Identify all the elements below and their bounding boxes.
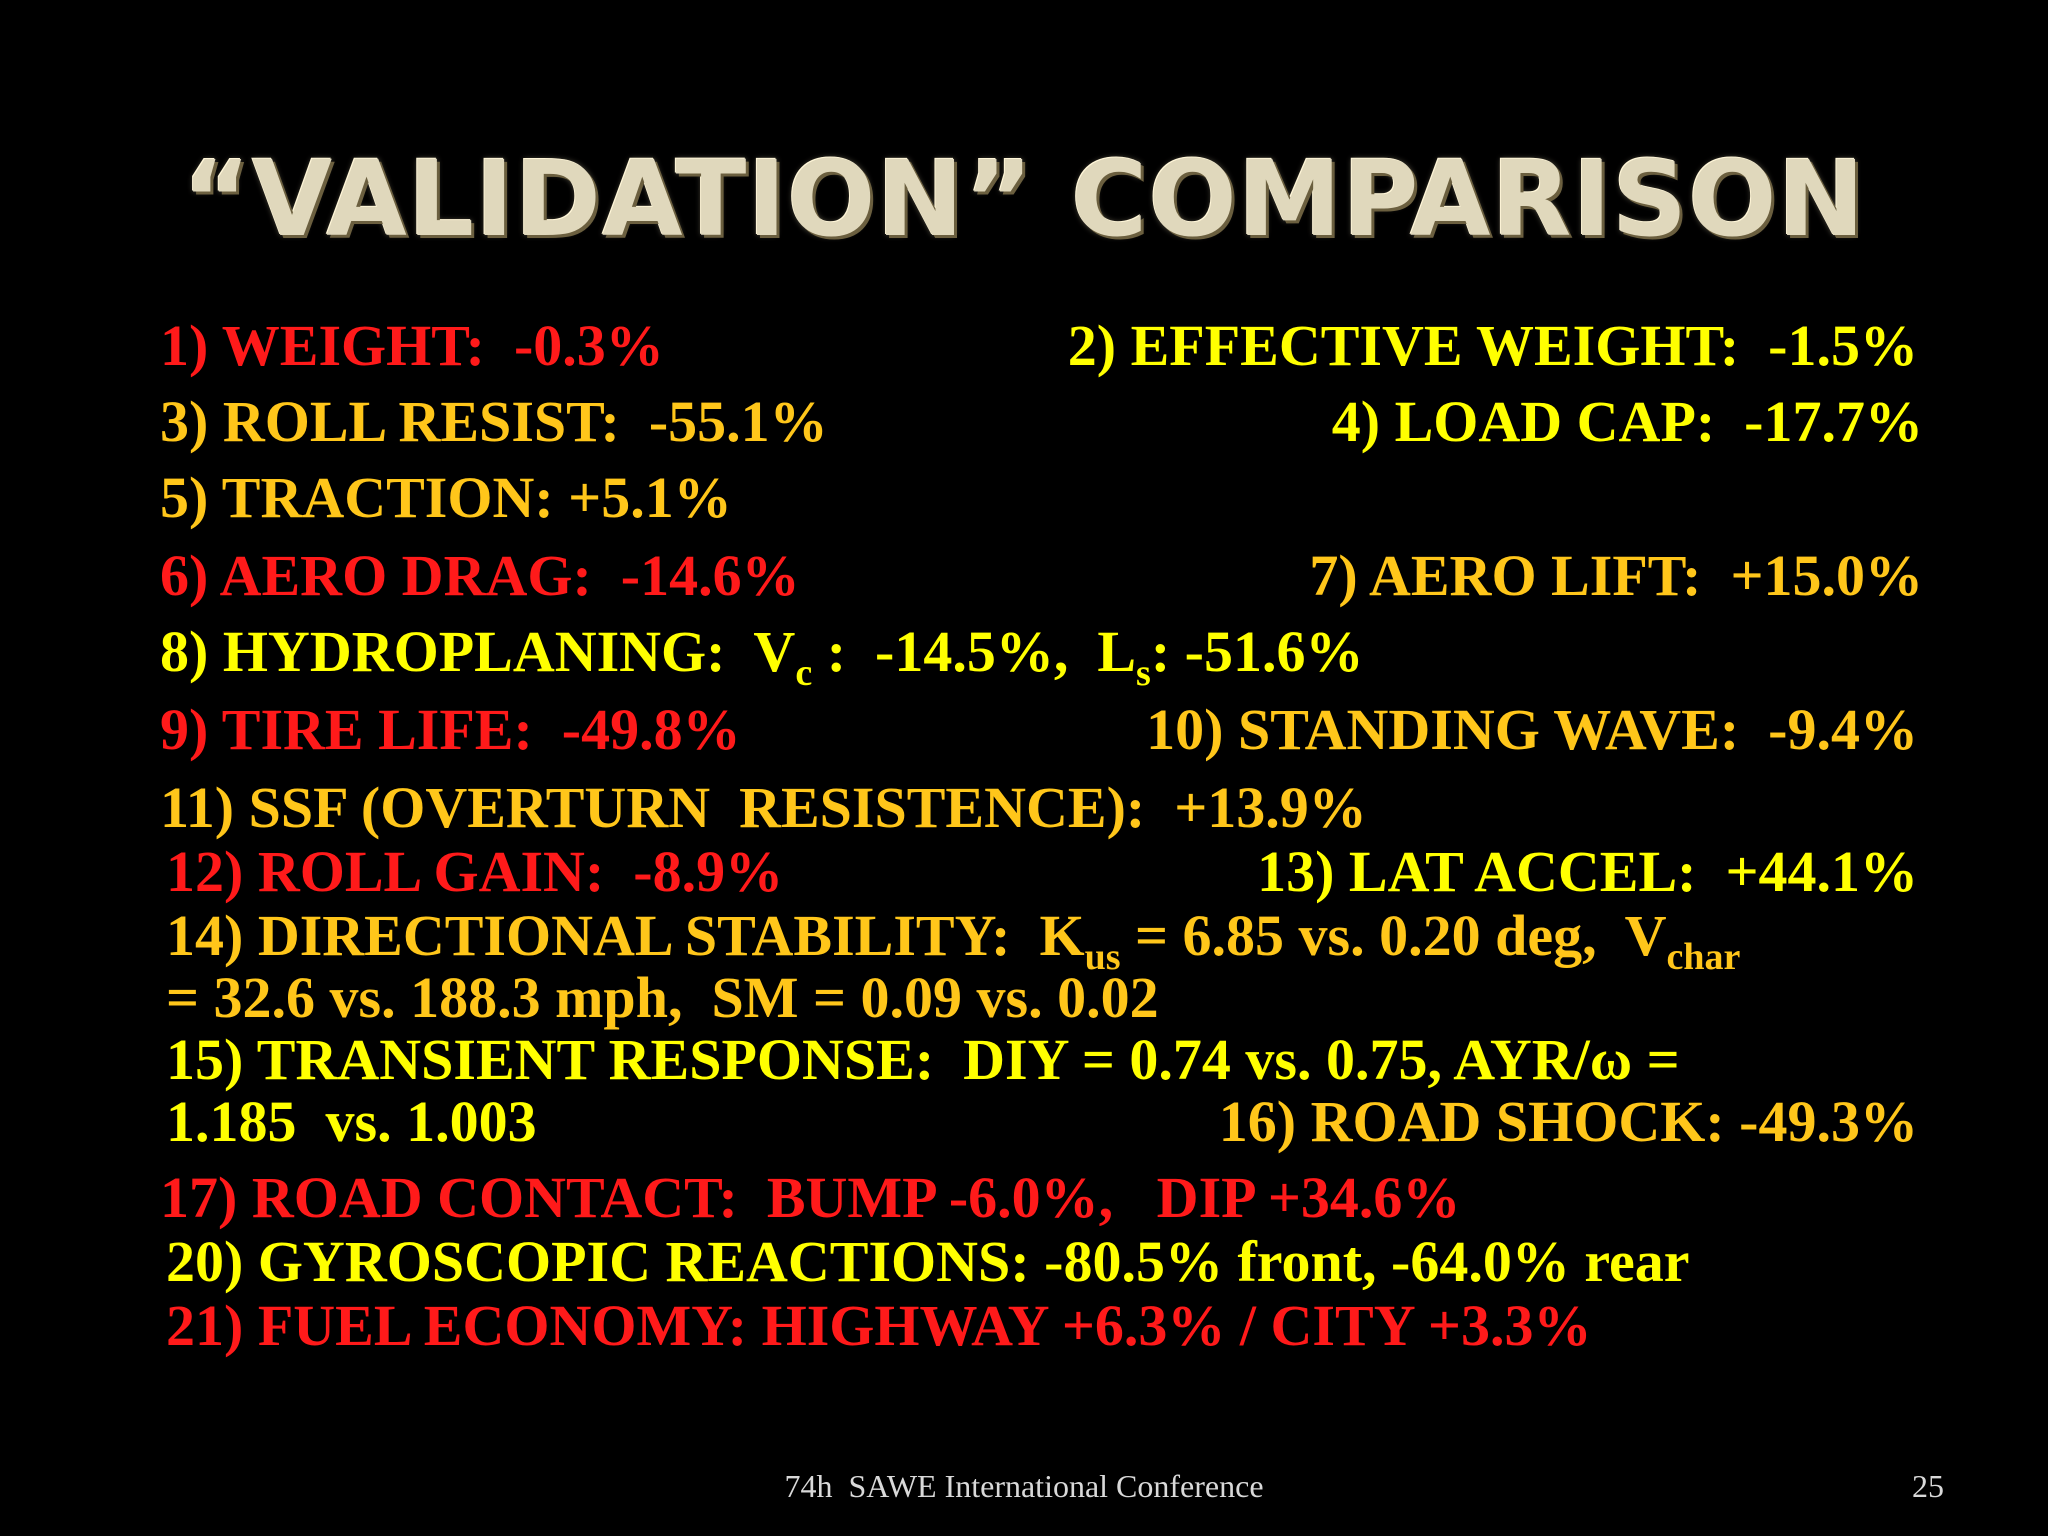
item-load-cap: 4) LOAD CAP: -17.7% [1331,389,1923,454]
slide-title: “VALIDATION” COMPARISON [182,138,1866,260]
item-gyroscopic-reactions: 20) GYROSCOPIC REACTIONS: -80.5% front, … [166,1229,1690,1294]
item-roll-resist: 3) ROLL RESIST: -55.1% [160,389,828,454]
item-road-shock: 16) ROAD SHOCK: -49.3% [1218,1089,1918,1154]
item-effective-weight: 2) EFFECTIVE WEIGHT: -1.5% [1067,313,1918,378]
item-road-contact: 17) ROAD CONTACT: BUMP -6.0%, DIP +34.6% [160,1165,1461,1230]
item-standing-wave: 10) STANDING WAVE: -9.4% [1146,697,1918,762]
hydroplaning-text-b: : -14.5%, L [812,619,1137,684]
item-lat-accel: 13) LAT ACCEL: +44.1% [1257,839,1918,904]
item-aero-drag: 6) AERO DRAG: -14.6% [160,543,800,608]
item-tire-life: 9) TIRE LIFE: -49.8% [160,697,741,762]
hydroplaning-text-a: 8) HYDROPLANING: V [160,619,796,684]
item-aero-lift: 7) AERO LIFT: +15.0% [1309,543,1923,608]
footer-conference: 74h SAWE International Conference [784,1468,1264,1504]
hydroplaning-text-c: : -51.6% [1150,619,1364,684]
item-transient-response-line2: 1.185 vs. 1.003 [166,1089,537,1154]
directional-text-a: 14) DIRECTIONAL STABILITY: K [166,903,1085,968]
item-traction: 5) TRACTION: +5.1% [160,465,732,530]
footer-page-number: 25 [1912,1468,1944,1504]
item-transient-response: 15) TRANSIENT RESPONSE: DIY = 0.74 vs. 0… [166,1027,1680,1092]
item-weight: 1) WEIGHT: -0.3% [160,313,664,378]
hydroplaning-sub-c: c [795,652,813,694]
item-fuel-economy: 21) FUEL ECONOMY: HIGHWAY +6.3% / CITY +… [166,1293,1592,1358]
hydroplaning-sub-s: s [1136,652,1151,694]
item-ssf: 11) SSF (OVERTURN RESISTENCE): +13.9% [160,775,1367,840]
item-roll-gain: 12) ROLL GAIN: -8.9% [166,839,784,904]
item-hydroplaning: 8) HYDROPLANING: Vc : -14.5%, Ls: -51.6% [160,619,1364,693]
item-directional-stability: 14) DIRECTIONAL STABILITY: Kus = 6.85 vs… [166,903,1740,977]
directional-sub-us: us [1084,936,1121,978]
directional-text-b: = 6.85 vs. 0.20 deg, V [1120,903,1667,968]
directional-sub-char: char [1666,936,1741,978]
item-directional-stability-line2: = 32.6 vs. 188.3 mph, SM = 0.09 vs. 0.02 [166,965,1159,1030]
